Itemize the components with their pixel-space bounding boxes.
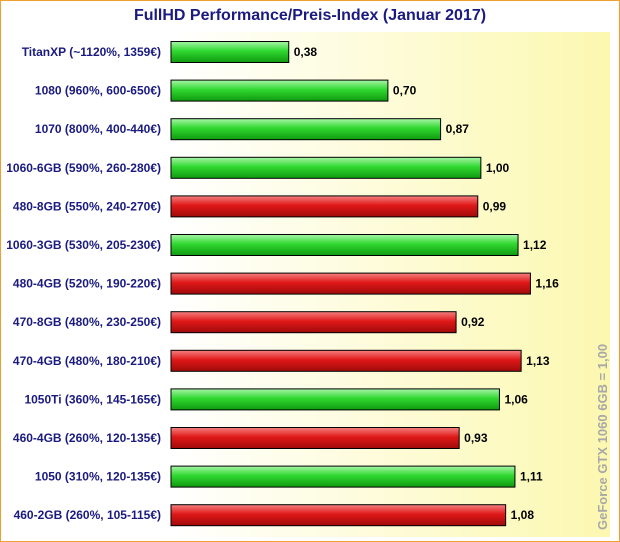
value-label: 1,08 (511, 508, 535, 522)
value-label: 1,12 (523, 238, 547, 252)
bar (170, 388, 500, 411)
bar (170, 41, 290, 63)
category-label: 480-4GB (520%, 190-220€) (13, 277, 161, 291)
value-label: 1,11 (520, 470, 543, 484)
normalization-note: GeForce GTX 1060 6GB = 1,00 (595, 344, 610, 530)
value-label: 1,16 (535, 277, 559, 291)
category-label: 470-8GB (480%, 230-250€) (13, 315, 161, 329)
chart-title: FullHD Performance/Preis-Index (Januar 2… (133, 7, 487, 24)
category-label: 1050Ti (360%, 145-165€) (24, 392, 161, 406)
value-label: 0,70 (393, 84, 417, 98)
category-label: 470-4GB (480%, 180-210€) (13, 354, 161, 368)
value-label: 0,38 (294, 45, 318, 59)
bar (170, 79, 389, 102)
category-label: 1070 (800%, 400-440€) (35, 122, 161, 136)
value-label: 1,06 (504, 392, 528, 406)
value-label: 0,92 (461, 315, 485, 329)
category-label: 460-2GB (260%, 105-115€) (14, 508, 161, 522)
value-label: 1,00 (486, 161, 510, 175)
category-label: 1060-6GB (590%, 260-280€) (6, 161, 161, 175)
bar (170, 349, 522, 372)
bar (170, 272, 531, 295)
category-label: 1080 (960%, 600-650€) (35, 84, 161, 98)
bar (170, 195, 479, 218)
category-label: 1060-3GB (530%, 205-230€) (6, 238, 161, 252)
bar (170, 427, 460, 449)
value-label: 0,93 (464, 431, 488, 445)
bar (170, 465, 516, 488)
category-label: 480-8GB (550%, 240-270€) (13, 199, 161, 213)
category-label: TitanXP (~1120%, 1359€) (22, 45, 161, 59)
value-label: 1,13 (526, 354, 550, 368)
bar (170, 118, 442, 141)
category-label: 460-4GB (260%, 120-135€) (13, 431, 161, 445)
category-label: 1050 (310%, 120-135€) (35, 470, 161, 484)
bar (170, 311, 457, 334)
bar (170, 234, 519, 256)
bar (170, 156, 482, 179)
value-label: 0,87 (446, 122, 470, 136)
bar (170, 504, 507, 527)
value-label: 0,99 (483, 199, 507, 213)
